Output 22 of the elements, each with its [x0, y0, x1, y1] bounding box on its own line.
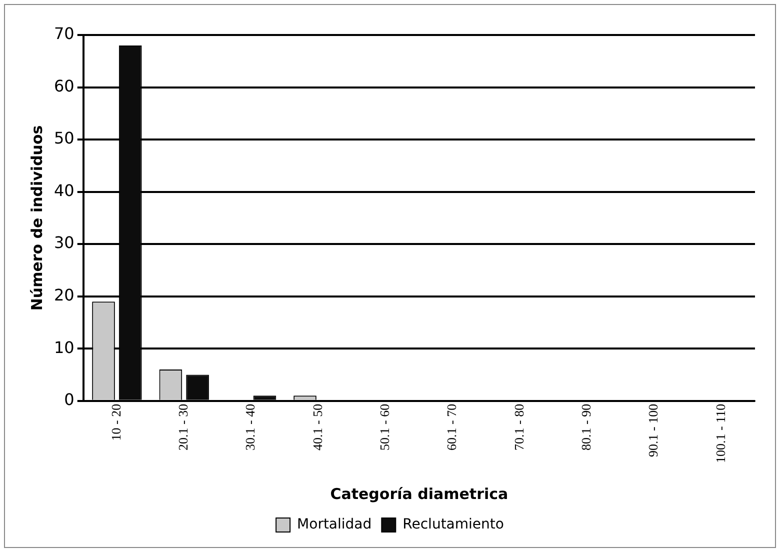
legend-label: Reclutamiento: [402, 516, 504, 533]
y-tick-label: 20: [54, 286, 74, 305]
x-tick-label: 80.1 - 90: [578, 404, 594, 450]
y-tick-label: 50: [54, 128, 74, 148]
x-tick-label: 60.1 - 70: [444, 404, 460, 450]
x-tick-label: 50.1 - 60: [377, 404, 392, 450]
y-axis-title: Número de individuos: [28, 125, 46, 311]
legend-label: Mortalidad: [297, 516, 372, 533]
x-tick-label: 30.1 - 40: [242, 404, 258, 450]
y-tick-label: 40: [54, 180, 74, 200]
y-tick-label: 60: [54, 76, 74, 96]
x-tick-label: 90.1 - 100: [646, 404, 661, 457]
y-tick-label: 10: [54, 338, 74, 357]
y-tick-label: 0: [64, 390, 74, 410]
x-tick-label: 70.1 - 80: [511, 404, 526, 450]
y-tick-label: 30: [54, 233, 74, 252]
x-tick-label: 100.1 - 110: [712, 404, 728, 464]
x-tick-label: 20.1 - 30: [176, 404, 191, 450]
x-tick-label: 40.1 - 50: [310, 404, 325, 450]
y-tick-label: 70: [54, 24, 74, 44]
x-tick-label: 10 - 20: [108, 404, 124, 441]
x-axis-title: Categoría diametrica: [330, 484, 508, 503]
